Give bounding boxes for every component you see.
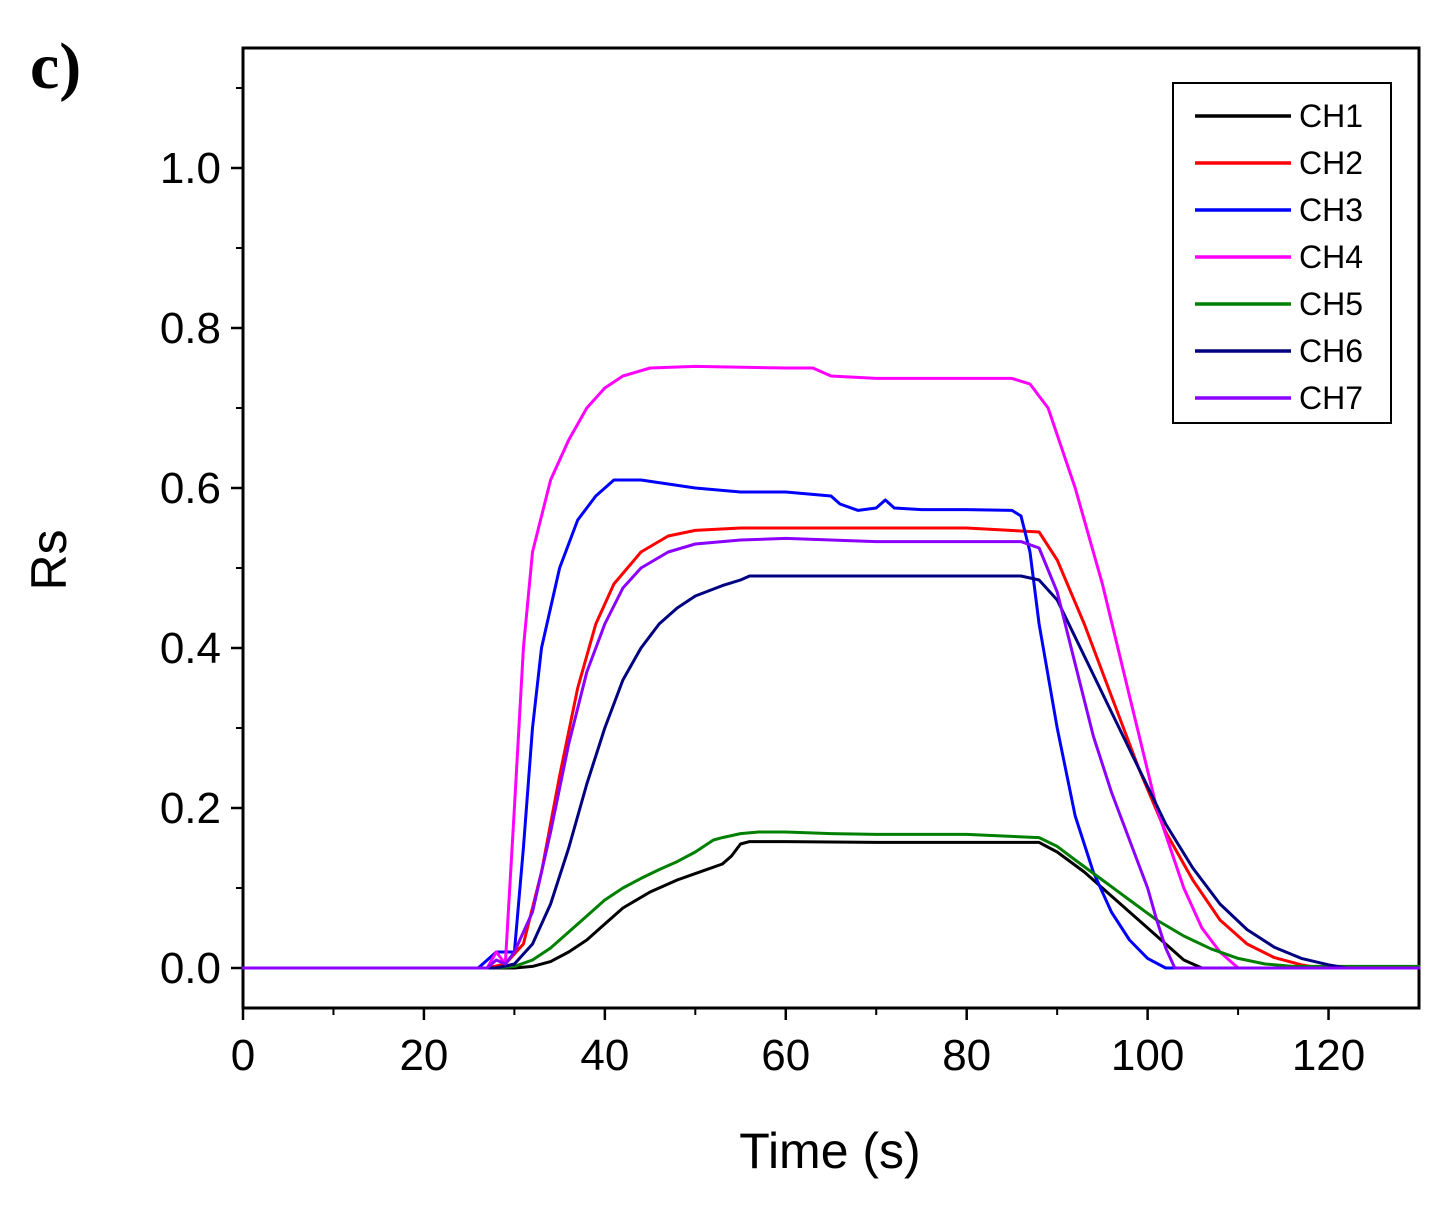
legend-label-ch6: CH6 <box>1299 333 1363 369</box>
y-tick-label: 0.4 <box>160 624 221 673</box>
y-axis: 0.0 0.2 0.4 0.6 0.8 1.0 <box>160 87 243 993</box>
x-tick-label: 0 <box>231 1031 255 1080</box>
y-tick-label: 0.6 <box>160 464 221 513</box>
series-line-ch7 <box>241 536 1421 970</box>
series-line-ch2 <box>241 526 1421 970</box>
y-tick-label: 0.8 <box>160 304 221 353</box>
x-tick-label: 20 <box>399 1031 448 1080</box>
plot-frame <box>241 46 1421 1010</box>
legend-label-ch1: CH1 <box>1299 98 1363 134</box>
panel-label: c) <box>30 30 81 103</box>
y-tick-label: 1.0 <box>160 144 221 193</box>
legend: CH1 CH2 CH3 CH4 CH5 CH6 CH7 <box>1172 82 1392 424</box>
x-tick-label: 100 <box>1111 1031 1184 1080</box>
series-line-ch5 <box>241 830 1421 970</box>
x-tick-label: 80 <box>942 1031 991 1080</box>
y-axis-title: Rs <box>21 529 77 590</box>
legend-label-ch7: CH7 <box>1299 380 1363 416</box>
legend-label-ch2: CH2 <box>1299 145 1363 181</box>
x-tick-label: 120 <box>1292 1031 1365 1080</box>
legend-label-ch3: CH3 <box>1299 192 1363 228</box>
legend-label-ch4: CH4 <box>1299 239 1363 275</box>
x-tick-label: 40 <box>580 1031 629 1080</box>
y-tick-label: 0.2 <box>160 784 221 833</box>
series-line-ch6 <box>241 574 1421 970</box>
series-lines <box>241 364 1421 970</box>
x-axis: 0 20 40 60 80 100 120 <box>231 1008 1365 1080</box>
x-axis-title: Time (s) <box>739 1123 920 1179</box>
legend-box <box>1172 82 1392 424</box>
series-line-ch4 <box>241 364 1421 970</box>
legend-label-ch5: CH5 <box>1299 286 1363 322</box>
series-line-ch3 <box>241 478 1421 970</box>
y-tick-label: 0.0 <box>160 944 221 993</box>
series-line-ch1 <box>241 840 1421 970</box>
x-tick-label: 60 <box>761 1031 810 1080</box>
